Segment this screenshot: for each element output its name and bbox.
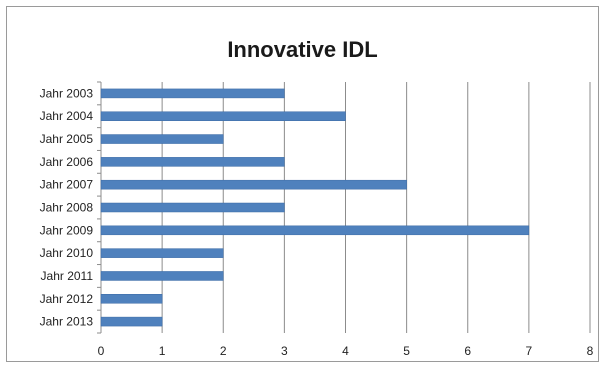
bar [100,134,224,144]
bar [100,225,530,236]
x-tick-label: 3 [281,344,288,358]
y-tick-label: Jahr 2004 [40,109,94,123]
bar [100,179,407,190]
x-tick-label: 2 [220,344,227,358]
y-tick-label: Jahr 2007 [40,178,94,192]
chart-title: Innovative IDL [227,37,378,62]
y-tick-label: Jahr 2012 [40,292,94,306]
x-tick-label: 7 [526,344,533,358]
x-tick-label: 6 [464,344,471,358]
bar [100,248,224,258]
bar [100,202,285,213]
y-tick-label: Jahr 2010 [40,246,94,260]
x-tick-label: 1 [159,344,166,358]
bar [100,271,224,281]
bar [100,88,285,99]
bar [100,111,346,121]
x-tick-label: 0 [98,344,105,358]
y-tick-label: Jahr 2006 [40,155,94,169]
y-tick-label: Jahr 2008 [40,201,94,215]
y-tick-label: Jahr 2005 [40,132,94,146]
bar [100,316,163,327]
x-tick-label: 8 [587,344,594,358]
x-tick-label: 5 [403,344,410,358]
bar [100,294,163,304]
y-tick-label: Jahr 2011 [41,269,94,283]
x-tick-label: 4 [342,344,349,358]
bar [100,157,285,167]
y-tick-label: Jahr 2003 [40,86,94,100]
y-tick-label: Jahr 2009 [40,223,94,237]
y-tick-label: Jahr 2013 [40,315,94,329]
